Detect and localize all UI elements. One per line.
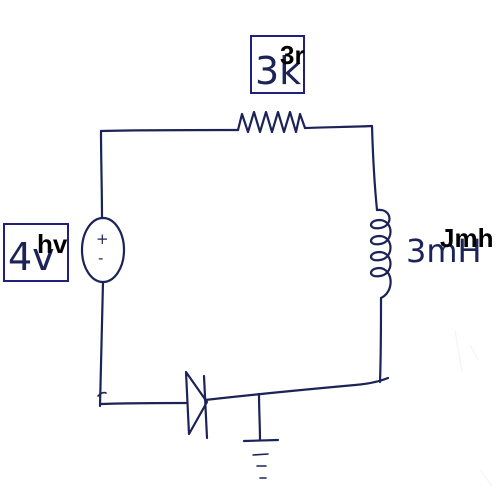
source-handwritten-label: 4v	[8, 235, 55, 279]
inductor-overlay-label: Jmh	[440, 223, 493, 253]
resistor-zigzag	[236, 110, 307, 134]
wire-top-right	[303, 124, 374, 130]
resistor-overlay-label: 3r	[280, 40, 305, 70]
source-label-box	[3, 223, 69, 282]
diode-triangle	[184, 370, 209, 436]
wire-left-upper	[99, 129, 104, 220]
voltage-source-circle	[80, 216, 126, 284]
ground-line-2	[252, 453, 269, 456]
source-overlay-label: hv	[37, 229, 68, 259]
resistor-handwritten-label: 3k	[255, 49, 301, 93]
wire-right-lower	[378, 296, 383, 384]
ground-lead	[257, 392, 262, 442]
resistor: 3k 3r	[236, 35, 307, 134]
wire-right-upper	[370, 124, 379, 212]
wires	[97, 124, 390, 408]
inductor: 3mH Jmh	[369, 208, 493, 300]
voltage-source: + - 4v hv	[3, 216, 126, 284]
wire-bottom-right	[203, 376, 390, 402]
ground-symbol	[242, 392, 280, 479]
ground-line-1	[242, 438, 280, 443]
wire-top-left	[99, 128, 240, 133]
resistor-label-box	[250, 35, 305, 94]
paper-smudges	[454, 329, 493, 487]
wire-bottom-left	[98, 401, 188, 406]
diode	[184, 370, 209, 440]
inductor-coils	[369, 208, 392, 300]
wire-left-lower	[98, 280, 105, 408]
diode-bar	[202, 374, 209, 440]
voltage-source-plus: +	[96, 230, 109, 248]
voltage-source-minus: -	[98, 249, 103, 267]
inductor-handwritten-label: 3mH	[406, 232, 482, 270]
wire-corner-hook	[97, 391, 107, 397]
